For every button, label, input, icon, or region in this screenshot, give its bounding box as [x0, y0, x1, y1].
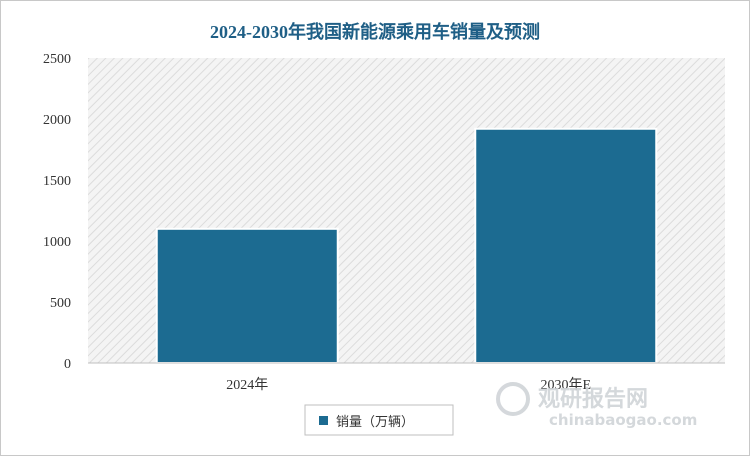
y-tick-label: 500 — [50, 296, 71, 311]
legend: 销量（万辆） — [304, 404, 454, 436]
y-axis-ticks: 0 500 1000 1500 2000 2500 — [43, 52, 71, 372]
y-tick-label: 1500 — [43, 174, 71, 189]
legend-box — [304, 404, 454, 436]
y-tick-label: 1000 — [43, 235, 71, 250]
watermark-url: chinabaogao.com — [549, 411, 697, 429]
y-tick-label: 2500 — [43, 52, 71, 67]
bars — [155, 127, 658, 365]
bar — [155, 227, 339, 364]
watermark: 观研报告网 chinabaogao.com — [496, 382, 697, 429]
y-tick-label: 0 — [64, 357, 71, 372]
watermark-logo-icon — [496, 382, 530, 416]
x-tick-label: 2024年 — [226, 377, 268, 393]
x-axis-ticks: 2024年 2030年E — [226, 377, 591, 393]
y-tick-label: 2000 — [43, 113, 71, 128]
legend-swatch — [319, 416, 328, 425]
chart-title: 2024-2030年我国新能源乘用车销量及预测 — [210, 21, 540, 42]
bar — [474, 127, 658, 365]
x-tick-label: 2030年E — [540, 377, 591, 393]
watermark-name: 观研报告网 — [538, 387, 648, 412]
legend-label: 销量（万辆） — [336, 415, 414, 430]
